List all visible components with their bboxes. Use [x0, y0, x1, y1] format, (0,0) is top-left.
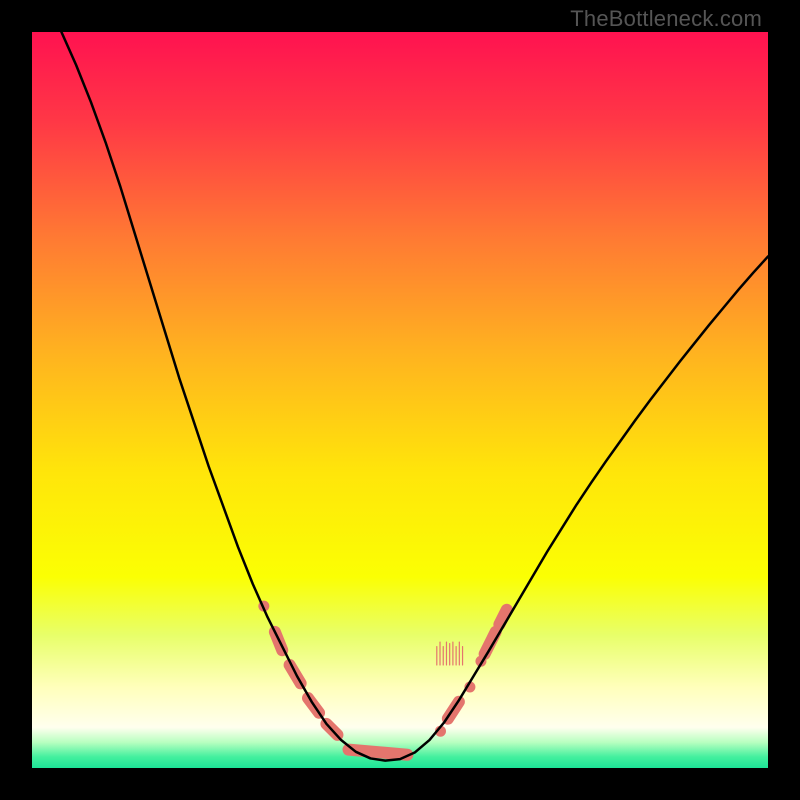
chart-curve: [61, 32, 768, 761]
chart-hatch: [437, 642, 463, 665]
watermark-text: TheBottleneck.com: [570, 6, 762, 32]
chart-markers: [258, 601, 506, 755]
chart-plot: [32, 32, 768, 768]
chart-frame: [32, 32, 768, 768]
